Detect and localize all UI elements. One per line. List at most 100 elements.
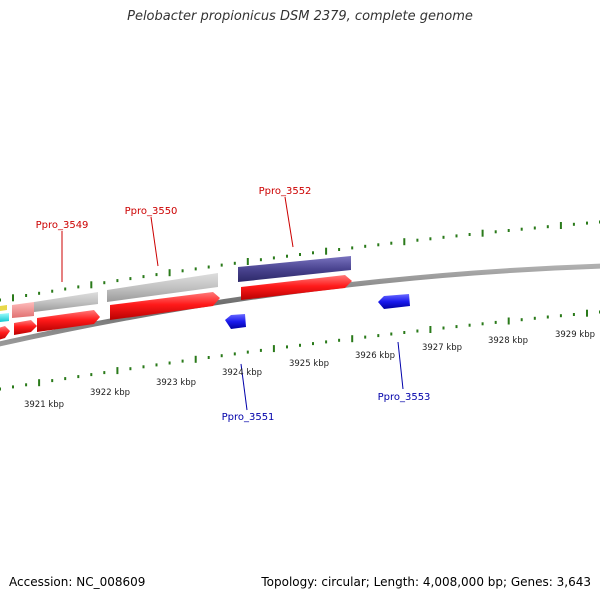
outer-tick xyxy=(338,248,341,251)
inner-tick xyxy=(494,320,497,324)
outer-tick xyxy=(103,281,106,285)
inner-tick xyxy=(103,371,106,375)
inner-tick xyxy=(142,365,145,369)
gene-label-ppro-3549[interactable]: Ppro_3549 xyxy=(36,220,89,231)
accession-footer: Accession: NC_008609 xyxy=(9,575,146,589)
outer-tick xyxy=(64,287,67,291)
cds-reverse-ppro-3551[interactable] xyxy=(225,314,246,329)
inner-tick xyxy=(338,338,341,342)
inner-tick xyxy=(455,325,458,329)
outer-tick xyxy=(507,229,510,232)
inner-tick xyxy=(468,323,471,327)
inner-tick xyxy=(259,348,262,352)
feature-grey-1[interactable] xyxy=(34,292,98,312)
outer-tick xyxy=(168,269,171,277)
feature-purple-ppro-3552[interactable] xyxy=(238,256,351,282)
outer-tick xyxy=(416,238,419,242)
scale-label: 3924 kbp xyxy=(222,368,262,378)
outer-tick xyxy=(468,233,471,236)
inner-tick xyxy=(546,315,549,319)
inner-tick xyxy=(0,387,1,391)
outer-tick xyxy=(312,251,314,255)
scale-labels: 3921 kbp 3922 kbp 3923 kbp 3924 kbp 3925… xyxy=(24,330,595,410)
inner-tick xyxy=(429,326,432,333)
inner-tick xyxy=(51,379,54,383)
outer-tick xyxy=(142,275,145,279)
inner-tick xyxy=(520,318,523,322)
inner-tick xyxy=(77,375,80,379)
genome-stats-footer: Topology: circular; Length: 4,008,000 bp… xyxy=(261,575,591,589)
outer-tick xyxy=(77,285,80,289)
inner-tick xyxy=(168,361,171,365)
gene-label-ppro-3553[interactable]: Ppro_3553 xyxy=(378,392,431,403)
outer-tick xyxy=(272,256,275,260)
inner-tick xyxy=(286,345,288,349)
outer-tick xyxy=(325,247,328,255)
feature-fragment-cyan[interactable] xyxy=(0,313,9,322)
scale-label: 3921 kbp xyxy=(24,400,64,410)
feature-grey-2[interactable] xyxy=(107,273,218,302)
inner-tick xyxy=(12,385,14,389)
inner-tick xyxy=(559,314,562,318)
inner-tick xyxy=(403,331,406,334)
outer-tick xyxy=(116,279,119,283)
outer-tick xyxy=(520,227,523,231)
outer-tick xyxy=(494,230,497,234)
outer-tick xyxy=(533,226,536,230)
inner-tick xyxy=(572,313,575,316)
inner-tick xyxy=(351,335,354,343)
outer-tick xyxy=(403,238,406,246)
outer-tick xyxy=(481,229,484,237)
outer-tick xyxy=(364,244,367,248)
outer-tick xyxy=(25,294,28,297)
outer-tick xyxy=(194,267,197,271)
inner-tick xyxy=(90,373,93,377)
inner-tick xyxy=(25,383,28,387)
inner-tick xyxy=(194,355,197,363)
outer-tick xyxy=(129,277,132,281)
outer-tick xyxy=(12,294,14,302)
inner-tick xyxy=(38,379,41,387)
outer-tick-row xyxy=(0,220,600,302)
gene-label-ppro-3551[interactable]: Ppro_3551 xyxy=(222,412,275,423)
inner-tick xyxy=(390,332,393,336)
inner-tick xyxy=(207,356,210,359)
connector-ppro-3552 xyxy=(284,196,294,248)
outer-tick xyxy=(51,289,54,293)
connector-ppro-3551 xyxy=(240,363,248,411)
outer-tick xyxy=(572,222,575,226)
cds-reverse-ppro-3553[interactable] xyxy=(378,294,410,309)
inner-tick xyxy=(116,367,119,375)
outer-tick xyxy=(259,258,262,262)
scale-label: 3922 kbp xyxy=(90,388,130,398)
genome-backbone xyxy=(0,263,600,347)
cds-forward-after-3552[interactable] xyxy=(241,275,352,300)
outer-tick xyxy=(38,291,41,295)
outer-tick xyxy=(0,298,1,302)
feature-fragment-pink[interactable] xyxy=(12,302,34,318)
inner-tick xyxy=(129,367,132,371)
outer-tick xyxy=(299,253,301,256)
feature-fragment-yellow[interactable] xyxy=(0,305,7,311)
outer-tick xyxy=(586,221,588,225)
outer-tick xyxy=(377,243,380,247)
scale-label: 3923 kbp xyxy=(156,378,196,388)
cds-forward-ppro-3550[interactable] xyxy=(110,292,220,320)
inner-tick xyxy=(416,329,419,333)
outer-tick xyxy=(442,235,445,239)
cds-forward-fragment-left[interactable] xyxy=(0,326,10,341)
gene-label-ppro-3552[interactable]: Ppro_3552 xyxy=(259,186,312,197)
gene-label-ppro-3550[interactable]: Ppro_3550 xyxy=(125,206,178,217)
outer-tick xyxy=(246,258,249,265)
cds-forward-ppro-3549[interactable] xyxy=(37,310,100,332)
inner-tick-row xyxy=(0,309,600,391)
inner-tick xyxy=(507,317,510,325)
outer-tick xyxy=(351,246,354,250)
inner-tick xyxy=(155,363,158,367)
inner-tick xyxy=(233,352,236,356)
inner-tick xyxy=(181,359,184,363)
scale-label: 3928 kbp xyxy=(488,336,528,346)
outer-tick xyxy=(233,261,236,265)
cds-forward-small[interactable] xyxy=(14,320,37,335)
